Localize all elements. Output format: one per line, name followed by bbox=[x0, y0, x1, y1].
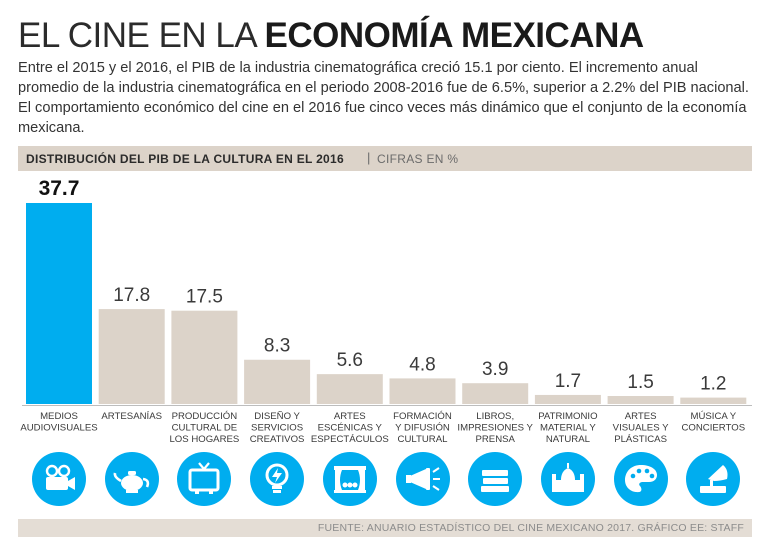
chart-title-separator: | bbox=[367, 150, 371, 165]
category-label-9: MÚSICA Y CONCIERTOS bbox=[681, 411, 745, 434]
bar-0 bbox=[26, 203, 92, 404]
category-label-1: ARTESANÍAS bbox=[101, 411, 162, 422]
bar-value-label-3: 8.3 bbox=[264, 336, 290, 357]
gramophone-icon bbox=[686, 452, 741, 506]
bar-8 bbox=[607, 396, 674, 404]
bar-value-label-6: 3.9 bbox=[482, 359, 508, 380]
chart-title-band: DISTRIBUCIÓN DEL PIB DE LA CULTURA EN EL… bbox=[18, 146, 752, 171]
category-icon-row bbox=[18, 450, 754, 510]
bar-value-label-0: 37.7 bbox=[39, 177, 80, 200]
bar-value-label-8: 1.5 bbox=[627, 372, 653, 393]
category-label-4: ARTES ESCÉNICAS Y ESPECTÁCULOS bbox=[311, 411, 389, 445]
bar-2 bbox=[171, 310, 238, 404]
monument-building-icon bbox=[540, 452, 595, 506]
bar-3 bbox=[244, 359, 311, 404]
bar-value-label-7: 1.7 bbox=[555, 371, 581, 392]
bar-value-label-5: 4.8 bbox=[409, 354, 435, 375]
paint-palette-icon bbox=[613, 452, 668, 506]
teapot-icon bbox=[104, 452, 159, 506]
lightbulb-icon bbox=[250, 452, 305, 506]
page-title: EL CINE EN LA ECONOMÍA MEXICANA bbox=[18, 16, 644, 56]
category-label-5: FORMACIÓN Y DIFUSIÓN CULTURAL bbox=[393, 411, 452, 445]
bar-value-label-4: 5.6 bbox=[337, 350, 363, 371]
bar-7 bbox=[534, 394, 601, 404]
film-camera-icon bbox=[32, 452, 86, 506]
theater-stage-icon bbox=[322, 452, 377, 506]
megaphone-icon bbox=[395, 452, 450, 506]
source-credit: FUENTE: ANUARIO ESTADÍSTICO DEL CINE MEX… bbox=[317, 522, 744, 534]
intro-paragraph: Entre el 2015 y el 2016, el PIB de la in… bbox=[18, 60, 749, 136]
bar-chart: 37.7 MEDIOS AUDIOVISUALES 17.8 ARTESANÍAS 17.… bbox=[20, 177, 747, 445]
category-label-3: DISEÑO Y SERVICIOS CREATIVOS bbox=[250, 411, 305, 445]
title-light: EL CINE EN LA bbox=[18, 16, 265, 55]
footer-band: FUENTE: ANUARIO ESTADÍSTICO DEL CINE MEX… bbox=[18, 519, 752, 537]
books-icon bbox=[468, 452, 523, 506]
chart-baseline bbox=[22, 405, 752, 406]
bar-value-label-1: 17.8 bbox=[113, 285, 150, 306]
category-label-6: LIBROS, IMPRESIONES Y PRENSA bbox=[457, 411, 533, 445]
chart-unit: CIFRAS EN % bbox=[377, 152, 459, 166]
bar-4 bbox=[316, 374, 383, 404]
category-label-2: PRODUCCIÓN CULTURAL DE LOS HOGARES bbox=[169, 411, 239, 445]
bar-value-label-2: 17.5 bbox=[186, 287, 223, 308]
title-bold: ECONOMÍA MEXICANA bbox=[264, 16, 645, 55]
bar-9 bbox=[680, 397, 747, 404]
category-label-0: MEDIOS AUDIOVISUALES bbox=[20, 411, 97, 434]
television-icon bbox=[177, 452, 232, 506]
category-label-7: PATRIMONIO MATERIAL Y NATURAL bbox=[538, 411, 597, 445]
chart-title: DISTRIBUCIÓN DEL PIB DE LA CULTURA EN EL… bbox=[26, 152, 344, 166]
bar-6 bbox=[462, 383, 529, 404]
bar-value-label-9: 1.2 bbox=[700, 374, 726, 395]
bar-5 bbox=[389, 378, 456, 404]
category-label-8: ARTES VISUALES Y PLÁSTICAS bbox=[613, 411, 669, 445]
bar-1 bbox=[98, 309, 165, 404]
